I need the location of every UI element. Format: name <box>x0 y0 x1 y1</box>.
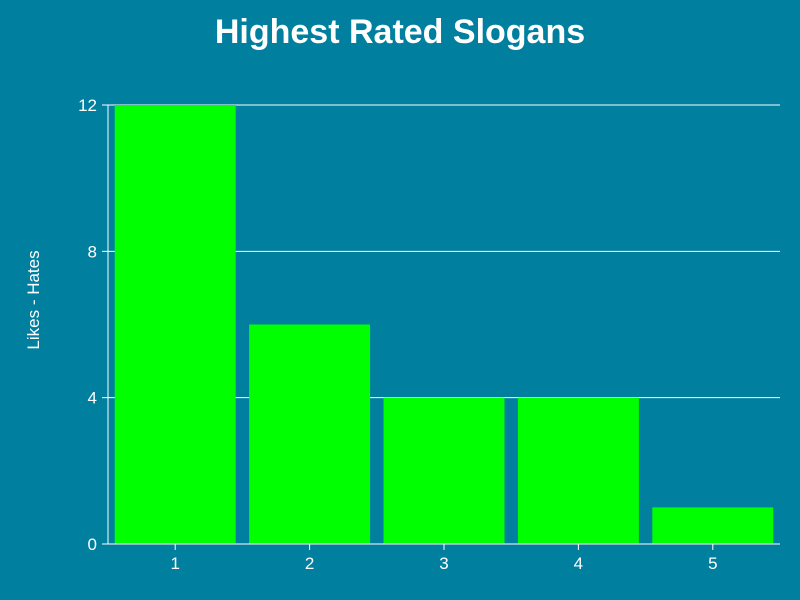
bar-1 <box>114 105 236 544</box>
bar-2 <box>249 324 371 544</box>
y-tick-label: 8 <box>88 242 97 261</box>
bar-3 <box>383 397 505 544</box>
x-tick-label: 2 <box>305 554 314 573</box>
y-axis-label: Likes - Hates <box>24 250 43 349</box>
bar-5 <box>652 507 774 544</box>
chart-title: Highest Rated Slogans <box>214 13 586 51</box>
x-tick-label: 5 <box>708 554 717 573</box>
x-tick-label: 1 <box>170 554 179 573</box>
y-tick-label: 0 <box>88 535 97 554</box>
x-tick-label: 4 <box>574 554 583 573</box>
bar-4 <box>517 397 639 544</box>
y-tick-label: 4 <box>88 389 97 408</box>
bar-layer <box>114 105 774 544</box>
y-tick-label: 12 <box>78 96 97 115</box>
x-tick-label: 3 <box>439 554 448 573</box>
